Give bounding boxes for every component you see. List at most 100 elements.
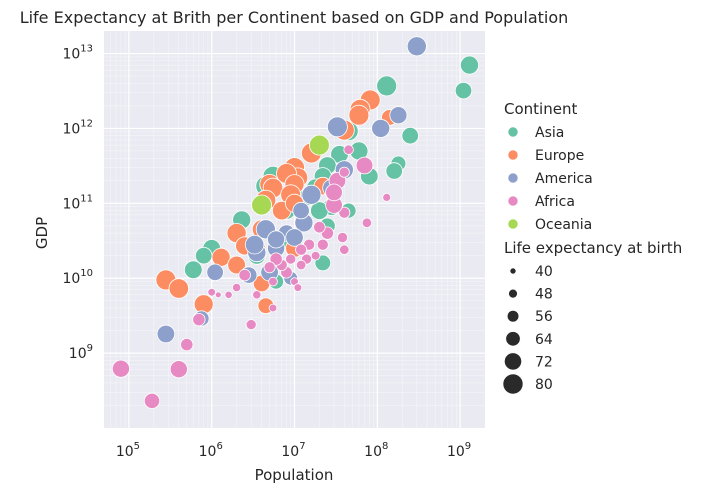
data-point: [313, 220, 326, 234]
y-tick-label: 1012: [62, 118, 93, 137]
data-point: [285, 228, 304, 247]
data-point: [401, 126, 419, 145]
data-point: [169, 360, 188, 379]
legend-label-asia: Asia: [535, 125, 564, 141]
legend-size-marker: [505, 331, 521, 347]
data-point: [194, 246, 213, 265]
legend-label-oceania: Oceania: [535, 217, 592, 233]
legend-marker-africa: [507, 195, 519, 207]
data-point: [224, 290, 233, 299]
data-point: [308, 134, 330, 156]
legend-label-america: America: [535, 171, 593, 187]
data-point: [382, 192, 392, 202]
y-tick-label: 1013: [62, 44, 93, 63]
grid: [104, 31, 485, 428]
legend-size-marker: [502, 373, 524, 395]
data-point: [214, 291, 222, 299]
y-axis-label: GDP: [33, 217, 51, 249]
legend-size-label: 48: [535, 287, 553, 303]
legend-size-label: 80: [535, 377, 553, 393]
data-point: [371, 118, 391, 138]
data-point: [343, 144, 354, 155]
data-point: [406, 36, 427, 57]
data-point: [168, 278, 190, 299]
data-point: [269, 252, 283, 266]
data-point: [292, 201, 310, 220]
data-point: [267, 230, 286, 249]
data-point: [385, 162, 403, 180]
legend-continent-title: Continent: [504, 100, 577, 118]
x-tick-label: 107: [281, 441, 305, 460]
data-point: [325, 183, 343, 202]
legend-label-europe: Europe: [535, 148, 584, 164]
data-point: [310, 250, 321, 261]
data-point: [336, 231, 348, 243]
legend-size-label: 40: [535, 264, 553, 280]
data-point: [268, 276, 278, 287]
data-point: [316, 238, 329, 251]
legend-size-marker: [504, 352, 522, 371]
data-point: [295, 259, 307, 271]
data-point: [245, 319, 257, 331]
data-point: [251, 194, 273, 216]
legend-marker-america: [507, 172, 519, 184]
data-point: [143, 392, 161, 409]
data-point: [268, 303, 278, 313]
x-tick-label: 105: [116, 441, 140, 460]
legend-size-marker: [506, 310, 520, 323]
data-point: [338, 166, 350, 178]
tick-labels: 105 106 107 108 109 109 1010 1011 1012 1013: [62, 44, 471, 460]
data-point: [339, 244, 350, 255]
legend: Asia Europe America Africa Oceania 40 48 56 64 72…: [502, 125, 593, 395]
data-point: [295, 243, 308, 256]
data-point: [301, 184, 322, 205]
data-point: [338, 206, 351, 219]
series-africa: [111, 144, 392, 409]
y-tick-label: 109: [69, 343, 93, 362]
legend-marker-asia: [507, 126, 519, 138]
chart-title: Life Expectancy at Brith per Continent b…: [20, 8, 569, 27]
data-point: [111, 359, 130, 378]
data-point: [180, 337, 194, 352]
legend-size-label: 72: [535, 354, 553, 370]
data-point: [285, 253, 297, 265]
data-point: [376, 75, 398, 97]
data-point: [454, 81, 473, 100]
x-axis-label: Population: [255, 466, 334, 484]
data-point: [459, 55, 479, 75]
data-point: [361, 217, 373, 229]
legend-size-marker: [509, 267, 517, 275]
legend-size-marker: [508, 288, 518, 299]
x-tick-label: 106: [199, 441, 223, 460]
data-point: [244, 234, 265, 255]
legend-label-africa: Africa: [535, 194, 575, 210]
data-point: [232, 282, 242, 293]
data-point: [184, 260, 203, 280]
legend-size-label: 64: [535, 332, 553, 348]
series-oceania: [251, 134, 330, 216]
data-point: [238, 268, 251, 282]
data-point: [156, 324, 176, 344]
data-point: [389, 106, 408, 125]
y-tick-label: 1011: [62, 193, 93, 212]
data-point: [355, 156, 374, 175]
x-tick-label: 109: [447, 441, 471, 460]
data-point: [348, 104, 370, 126]
data-point: [206, 263, 224, 282]
data-points: [111, 36, 479, 409]
data-point: [263, 261, 276, 274]
data-point: [252, 290, 262, 300]
legend-marker-oceania: [507, 218, 519, 230]
y-tick-label: 1010: [62, 268, 93, 287]
data-point: [207, 287, 217, 297]
legend-size-label: 56: [535, 309, 553, 325]
x-tick-label: 108: [364, 441, 388, 460]
data-point: [192, 312, 206, 327]
data-point: [326, 116, 348, 138]
data-point: [293, 283, 303, 292]
legend-marker-europe: [507, 149, 519, 161]
data-point: [227, 255, 246, 275]
legend-size-title: Life expectancy at birth: [504, 239, 682, 257]
